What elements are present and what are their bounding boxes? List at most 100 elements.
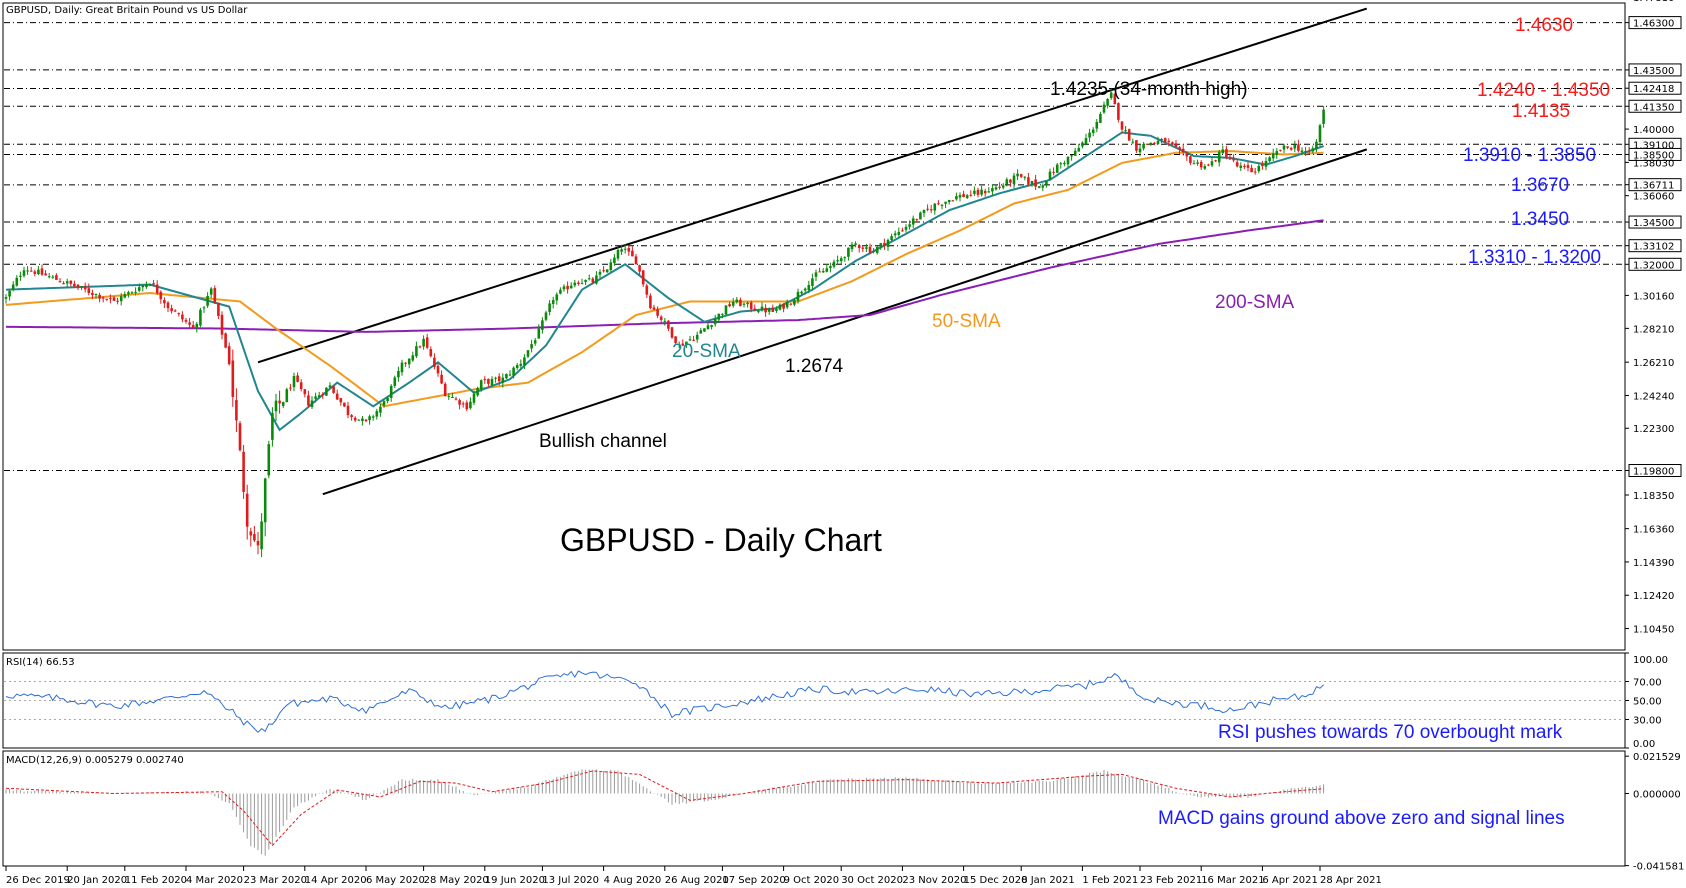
candle-body <box>65 281 69 284</box>
candle-body <box>634 256 638 265</box>
price-tick-label: 1.30160 <box>1633 291 1674 302</box>
candle-body <box>1322 109 1325 124</box>
candle-body <box>1257 165 1261 172</box>
candle-body <box>865 247 868 249</box>
date-tick-label: 28 Apr 2021 <box>1320 875 1382 886</box>
candle-body <box>717 313 721 320</box>
candle-body <box>1279 149 1282 151</box>
candle-body <box>627 248 631 252</box>
candle-body <box>897 231 901 235</box>
candle-body <box>94 293 98 295</box>
candle-body <box>577 282 580 284</box>
candle-body <box>695 334 699 340</box>
date-tick-label: 28 May 2020 <box>424 875 489 886</box>
price-level-box <box>1628 99 1682 113</box>
candle-body <box>598 271 602 275</box>
date-tick-label: 26 Aug 2020 <box>665 875 729 886</box>
candle-body <box>350 415 353 417</box>
candle-body <box>73 283 76 287</box>
candle-body <box>1235 162 1239 167</box>
candle-body <box>245 493 249 527</box>
candle-body <box>1073 150 1077 156</box>
candle-body <box>209 288 213 295</box>
candle-body <box>1145 143 1149 145</box>
candle-body <box>508 374 512 376</box>
candle-body <box>1268 157 1271 162</box>
candle-body <box>170 308 173 312</box>
candle-body <box>281 402 285 406</box>
candle-body <box>440 374 443 384</box>
candle-body <box>116 300 119 302</box>
candle-body <box>915 219 919 221</box>
price-tick-label: 1.36711 <box>1633 181 1674 192</box>
candle-body <box>836 260 839 262</box>
rsi-line <box>5 670 1324 734</box>
candle-body <box>839 258 843 262</box>
candle-body <box>249 531 253 536</box>
candle-body <box>1246 165 1250 168</box>
candle-body <box>559 289 562 294</box>
candle-body <box>375 411 379 417</box>
rsi-tick-label: 0.00 <box>1633 739 1655 750</box>
candle-body <box>317 395 321 398</box>
candle-body <box>1023 176 1027 178</box>
candle-body <box>505 374 508 379</box>
candle-body <box>861 247 865 249</box>
candle-body <box>933 203 937 211</box>
annotation-34-month-high: 1.4235 (34-month high) <box>1050 79 1248 100</box>
level-label: 1.4630 <box>1515 15 1573 36</box>
candle-body <box>1185 152 1189 157</box>
candle-body <box>1045 180 1048 185</box>
candle-body <box>548 303 551 312</box>
candle-body <box>753 308 757 311</box>
annotation-macd: MACD gains ground above zero and signal … <box>1158 808 1565 829</box>
candle-body <box>800 291 803 294</box>
candle-body <box>1019 174 1023 177</box>
price-level-box <box>1628 239 1682 253</box>
candle-body <box>177 313 181 315</box>
candle-body <box>137 287 141 291</box>
candle-body <box>1221 149 1225 154</box>
candle-body <box>947 199 951 203</box>
candle-body <box>141 285 145 288</box>
candle-body <box>1124 130 1127 132</box>
candle-body <box>476 388 479 396</box>
candle-body <box>911 218 915 225</box>
candle-body <box>1239 165 1243 168</box>
candle-body <box>371 416 375 418</box>
candle-body <box>105 298 109 300</box>
price-tick-label: 1.19800 <box>1633 467 1674 478</box>
candle-body <box>400 362 404 373</box>
candle-body <box>1091 129 1095 133</box>
candle-body <box>631 250 634 257</box>
candle-body <box>771 307 775 312</box>
price-level-box <box>1628 215 1682 229</box>
candle-body <box>983 190 987 194</box>
price-level-box <box>1628 63 1682 77</box>
candle-body <box>1275 151 1279 156</box>
candle-body <box>1127 129 1131 141</box>
candle-body <box>494 377 497 379</box>
candle-body <box>663 320 667 322</box>
candle-body <box>1297 144 1300 151</box>
candle-body <box>638 265 641 272</box>
candle-body <box>1113 93 1117 105</box>
candle-body <box>739 299 742 307</box>
candle-body <box>1286 146 1289 148</box>
date-tick-label: 6 Apr 2021 <box>1262 875 1317 886</box>
candle-body <box>523 357 526 366</box>
candle-body <box>1066 156 1070 165</box>
date-tick-label: 19 Jun 2020 <box>485 875 545 886</box>
price-tick-label: 1.42418 <box>1633 84 1674 95</box>
candle-body <box>843 257 847 259</box>
candle-body <box>681 343 685 346</box>
candle-body <box>490 378 494 386</box>
candle-body <box>1070 155 1073 157</box>
date-tick-label: 20 Jan 2020 <box>67 875 127 886</box>
candle-body <box>256 541 260 546</box>
candle-body <box>951 200 955 202</box>
price-level-box <box>1628 81 1682 95</box>
price-tick-label: 1.39100 <box>1633 140 1674 151</box>
candle-body <box>202 307 206 309</box>
date-tick-label: 23 Mar 2020 <box>244 875 307 886</box>
